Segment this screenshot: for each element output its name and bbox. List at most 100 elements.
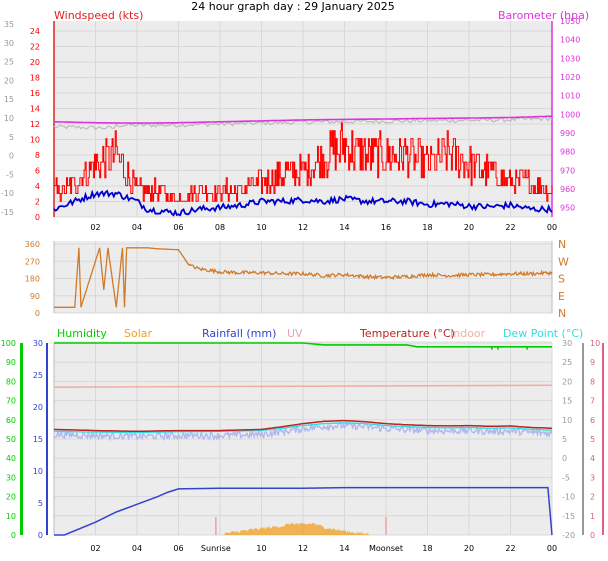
windspeed-average-line: [53, 189, 553, 217]
x-tick-label: 22: [505, 544, 515, 553]
legend-item: Rainfall (mm): [202, 327, 276, 340]
baro-tick-label: 970: [560, 166, 575, 175]
humidity-temp-tick-labels: 1009080706050403020100302520151050302520…: [1, 339, 600, 553]
x-tick-label: 18: [422, 544, 432, 553]
x-tick-label: 00: [547, 544, 557, 553]
windspeed-axis-title: Windspeed (kts): [54, 9, 143, 22]
compass-tick-label: E: [558, 290, 565, 303]
marker-label: Moonset: [369, 544, 403, 553]
humidity-tick-label: 0: [11, 531, 16, 540]
legend-item: Temperature (°C): [359, 327, 455, 340]
wind-tick-label: 20: [30, 58, 40, 67]
humidity-tick-label: 40: [6, 454, 16, 463]
temperature-tick-label: -20: [562, 531, 575, 540]
legend-item: Solar: [124, 327, 153, 340]
wind-tick-label: 12: [30, 120, 40, 129]
indoor-temp-line: [53, 384, 553, 388]
temperature-tick-label: 15: [562, 397, 572, 406]
baro-tick-label: 1040: [560, 36, 580, 45]
page-title: 24 hour graph day : 29 January 2025: [191, 0, 395, 13]
compass-tick-label: N: [558, 307, 566, 320]
wind-grey-tick-label: 15: [4, 95, 14, 104]
compass-tick-label: N: [558, 238, 566, 251]
wind-tick-label: 10: [30, 136, 40, 145]
x-tick-label: 14: [339, 544, 349, 553]
baro-tick-label: 1030: [560, 54, 580, 63]
temperature-axis-bar: [582, 343, 584, 535]
humidity-tick-label: 80: [6, 377, 16, 386]
x-tick-label: 12: [298, 544, 308, 553]
baro-tick-label: 980: [560, 148, 575, 157]
humidity-tick-label: 70: [6, 397, 16, 406]
rainfall-tick-label: 30: [33, 339, 43, 348]
x-tick-label: 08: [215, 223, 225, 232]
uv-tick-label: 0: [590, 531, 595, 540]
temperature-tick-label: -10: [562, 493, 575, 502]
x-tick-label: 02: [90, 544, 100, 553]
temperature-line: [53, 419, 552, 433]
x-tick-label: 04: [132, 223, 142, 232]
legend-item: Dew Point (°C): [503, 327, 583, 340]
x-tick-label: 18: [422, 223, 432, 232]
rainfall-axis-bar: [46, 343, 48, 535]
wind-tick-label: 16: [30, 89, 40, 98]
wind-tick-label: 14: [30, 105, 40, 114]
dew-point-line: [53, 422, 553, 434]
temperature-tick-label: 5: [562, 435, 567, 444]
wind-tick-label: 2: [35, 198, 40, 207]
marker-label: Sunrise: [201, 544, 231, 553]
humidity-tick-label: 20: [6, 493, 16, 502]
direction-grid: [53, 241, 553, 314]
baro-tick-label: 960: [560, 185, 575, 194]
uv-tick-label: 10: [590, 339, 600, 348]
direction-tick-label: 270: [25, 257, 40, 266]
wind-grey-tick-label: 30: [4, 39, 14, 48]
wind-tick-label: 4: [35, 182, 40, 191]
legend-item: Indoor: [450, 327, 486, 340]
uv-tick-label: 9: [590, 358, 595, 367]
uv-tick-label: 3: [590, 473, 595, 482]
legend-item: Humidity: [57, 327, 107, 340]
direction-tick-label: 90: [30, 292, 40, 301]
direction-tick-label: 0: [35, 309, 40, 318]
uv-tick-label: 6: [590, 416, 595, 425]
uv-tick-label: 1: [590, 512, 595, 521]
baro-tick-label: 990: [560, 129, 575, 138]
rainfall-tick-label: 10: [33, 467, 43, 476]
humidity-tick-label: 100: [1, 339, 16, 348]
compass-tick-label: S: [558, 273, 565, 286]
direction-tick-label: 360: [25, 240, 40, 249]
baro-tick-label: 1050: [560, 17, 580, 26]
wind-grey-tick-label: 25: [4, 58, 14, 67]
compass-tick-label: W: [558, 255, 569, 268]
wind-baro-grid: [53, 21, 553, 218]
direction-series: [54, 247, 553, 308]
humidity-axis-bar: [20, 343, 23, 535]
baro-tick-label: 1020: [560, 73, 580, 82]
temperature-tick-label: 20: [562, 377, 572, 386]
legend-item: UV: [287, 327, 303, 340]
wind-tick-label: 8: [35, 151, 40, 160]
temperature-tick-label: 25: [562, 358, 572, 367]
rainfall-tick-label: 20: [33, 403, 43, 412]
humidity-temp-series: [53, 342, 553, 536]
x-tick-label: 22: [505, 223, 515, 232]
wind-baro-tick-labels: 24222018161412108642035302520151050-5-10…: [1, 17, 580, 232]
rainfall-line: [54, 486, 553, 536]
baro-tick-label: 950: [560, 204, 575, 213]
wind-tick-label: 24: [30, 27, 40, 36]
temperature-tick-label: 30: [562, 339, 572, 348]
temperature-tick-label: 0: [562, 454, 567, 463]
wind-direction-line: [54, 247, 553, 308]
x-tick-label: 06: [173, 544, 183, 553]
wind-grey-tick-label: 20: [4, 76, 14, 85]
wind-grey-tick-label: 5: [9, 133, 14, 142]
wind-grey-tick-label: -5: [6, 170, 14, 179]
windspeed-gust-line: [54, 122, 553, 202]
barometer-line: [54, 115, 553, 124]
barometer-grey-line: [53, 116, 553, 131]
x-tick-label: 04: [132, 544, 142, 553]
uv-axis-bar: [602, 343, 604, 535]
x-tick-label: 10: [256, 223, 266, 232]
uv-tick-label: 2: [590, 493, 595, 502]
